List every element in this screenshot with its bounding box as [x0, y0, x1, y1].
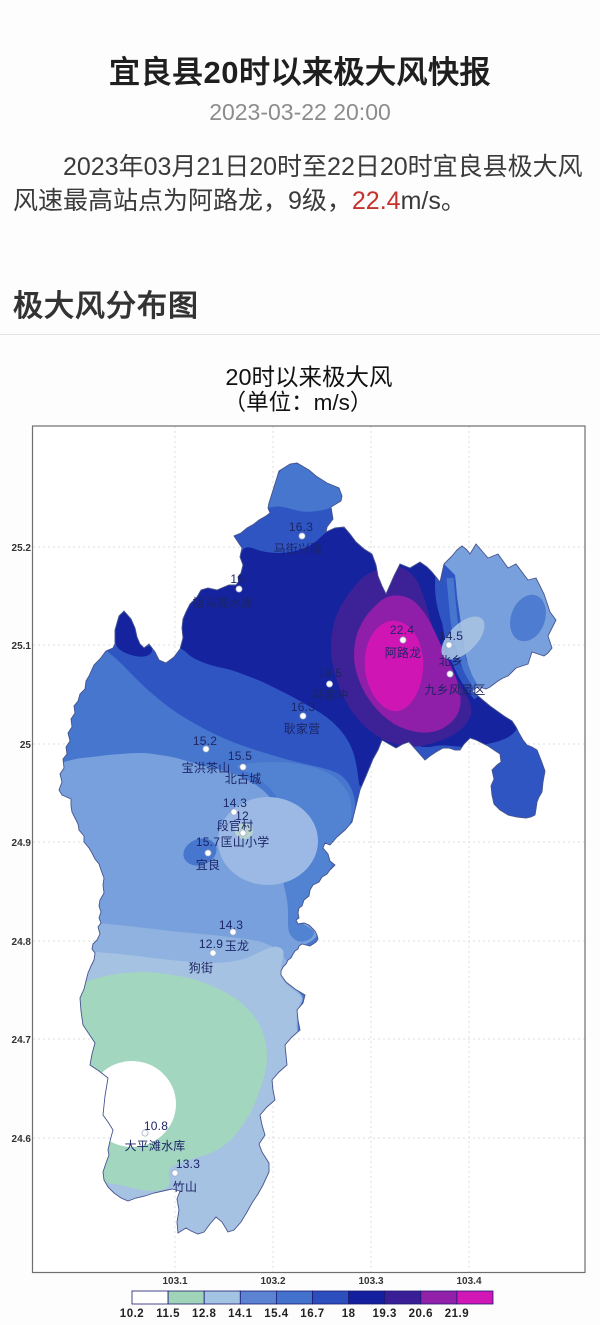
svg-text:10.8: 10.8 [144, 1119, 168, 1133]
svg-text:24.7: 24.7 [12, 1035, 32, 1046]
svg-text:阿路龙: 阿路龙 [385, 645, 422, 660]
svg-text:25.1: 25.1 [12, 641, 32, 652]
svg-text:大平滩水库: 大平滩水库 [124, 1138, 185, 1153]
svg-text:13.3: 13.3 [176, 1157, 200, 1171]
svg-text:10.2: 10.2 [120, 1308, 144, 1320]
svg-text:耿家营: 耿家营 [284, 721, 321, 736]
svg-text:16.: 16. [230, 572, 247, 586]
svg-text:103.3: 103.3 [358, 1276, 383, 1287]
svg-text:14.3: 14.3 [223, 796, 247, 810]
svg-text:12.8: 12.8 [192, 1308, 216, 1320]
svg-text:北古城: 北古城 [225, 771, 262, 786]
svg-text:15.5: 15.5 [228, 749, 252, 763]
svg-text:18: 18 [342, 1308, 356, 1320]
svg-text:匡山小学: 匡山小学 [221, 834, 270, 849]
svg-text:19.3: 19.3 [373, 1308, 397, 1320]
svg-text:12.9: 12.9 [199, 937, 223, 951]
svg-text:11.5: 11.5 [156, 1308, 180, 1320]
svg-text:103.2: 103.2 [260, 1276, 285, 1287]
svg-text:24.6: 24.6 [12, 1134, 32, 1145]
svg-text:九乡风景区: 九乡风景区 [424, 683, 485, 697]
svg-text:北乡: 北乡 [439, 654, 463, 668]
svg-text:24.8: 24.8 [12, 937, 32, 948]
svg-text:15.2: 15.2 [193, 734, 217, 748]
svg-text:24.9: 24.9 [12, 838, 32, 849]
svg-text:竹山: 竹山 [173, 1180, 197, 1194]
svg-text:16.7: 16.7 [300, 1308, 324, 1320]
svg-text:狗街: 狗街 [189, 961, 213, 975]
svg-text:14.3: 14.3 [219, 918, 243, 932]
svg-text:20.6: 20.6 [409, 1308, 433, 1320]
svg-text:14.5: 14.5 [439, 629, 463, 643]
svg-text:25.2: 25.2 [12, 543, 32, 554]
svg-text:马家冲: 马家冲 [312, 687, 349, 702]
svg-text:25: 25 [20, 740, 32, 751]
svg-text:19.5: 19.5 [318, 666, 342, 680]
svg-text:14.1: 14.1 [228, 1308, 252, 1320]
svg-text:宜良: 宜良 [196, 857, 220, 872]
svg-text:103.4: 103.4 [456, 1276, 481, 1287]
svg-text:21.9: 21.9 [445, 1308, 469, 1320]
svg-text:16.3: 16.3 [289, 520, 313, 534]
svg-text:15.4: 15.4 [264, 1308, 288, 1320]
svg-text:段官村: 段官村 [217, 818, 254, 833]
svg-text:103.1: 103.1 [162, 1276, 187, 1287]
svg-text:摆马箐水库: 摆马箐水库 [192, 595, 253, 610]
svg-text:12: 12 [235, 809, 249, 823]
svg-text:玉龙: 玉龙 [225, 939, 249, 953]
svg-text:15.7: 15.7 [196, 835, 220, 849]
svg-text:宝洪茶山: 宝洪茶山 [182, 760, 231, 775]
svg-text:马街兴隆: 马街兴隆 [274, 541, 323, 556]
svg-text:22.4: 22.4 [390, 623, 414, 637]
svg-text:16.3: 16.3 [291, 700, 315, 714]
